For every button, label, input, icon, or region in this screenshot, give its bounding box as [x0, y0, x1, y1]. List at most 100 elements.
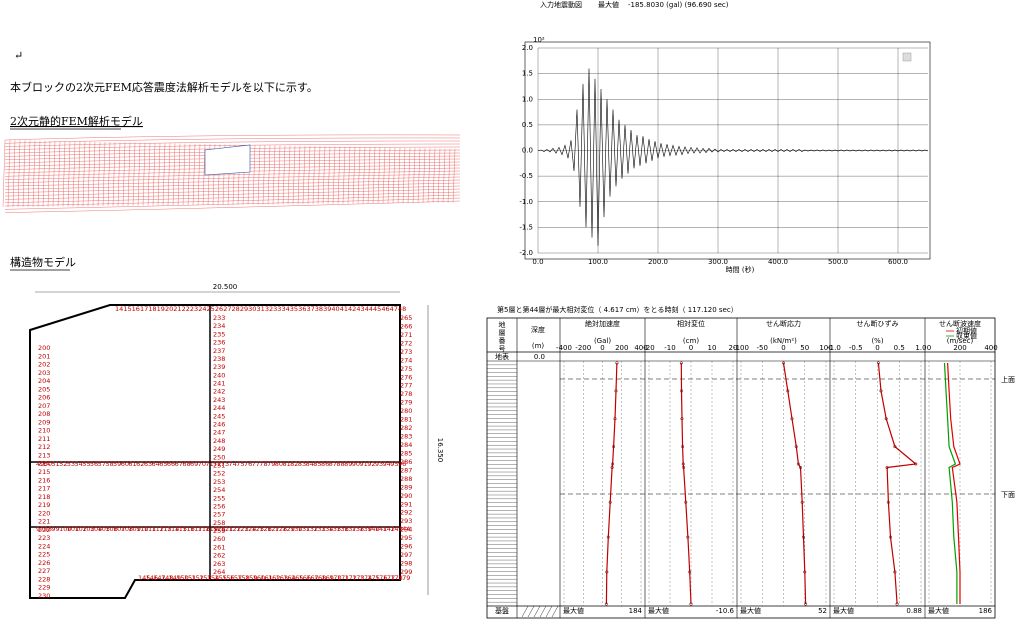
node-label: 150	[176, 574, 188, 582]
profile-point	[604, 602, 608, 606]
profile-point	[914, 462, 918, 466]
waveform-chart: 入力地震動図 最大値 -185.8030 (gal) (96.690 sec) …	[519, 0, 931, 274]
mesh-line	[192, 143, 196, 206]
node-label: 78	[259, 460, 267, 468]
node-label: 31	[257, 305, 265, 313]
node-label: 59	[113, 460, 121, 468]
node-label: 227	[38, 567, 50, 575]
node-label: 79	[267, 460, 275, 468]
profile-point	[680, 389, 684, 393]
node-label: 261	[213, 543, 225, 551]
panel-unit: (%)	[871, 337, 883, 345]
max-value: 0.88	[906, 607, 922, 615]
node-label: 171	[337, 574, 349, 582]
profile-chart: 第5層と第44層が最大相対変位（ 4.617 cm）をとる時刻（ 117.120…	[486, 305, 1015, 619]
mesh-line	[262, 145, 266, 205]
node-label: 223	[38, 534, 50, 542]
node-label: 210	[38, 427, 50, 435]
node-label: 116	[182, 525, 194, 533]
node-label: 147	[153, 574, 165, 582]
node-label: 58	[105, 460, 113, 468]
dimension-label: 20.500	[213, 283, 238, 291]
mesh-line	[432, 148, 436, 203]
max-value: -10.6	[716, 607, 735, 615]
node-label: 71	[205, 460, 213, 468]
node-label: 106	[105, 525, 117, 533]
node-label: 49	[36, 460, 44, 468]
mesh-line	[402, 147, 406, 204]
mesh-line	[57, 141, 61, 207]
node-label: 167	[306, 574, 318, 582]
mesh-line	[27, 140, 31, 207]
y-tick-label: 0.0	[522, 147, 533, 155]
node-label: 104	[90, 525, 102, 533]
node-label: 130	[290, 525, 302, 533]
profile-point	[611, 462, 615, 466]
mesh-line	[252, 144, 256, 205]
profile-point	[800, 500, 804, 504]
node-label: 243	[213, 396, 225, 404]
surface-depth: 0.0	[534, 353, 545, 361]
max-label: 最大値	[833, 606, 854, 615]
mesh-line	[37, 140, 41, 207]
node-label: 101	[67, 525, 79, 533]
base-label: 基盤	[495, 606, 509, 615]
mesh-line	[4, 188, 461, 200]
node-label: 127	[267, 525, 279, 533]
profile-point	[895, 602, 899, 606]
node-label: 273	[400, 348, 412, 356]
profile-point	[613, 417, 617, 421]
mesh-line	[4, 140, 461, 147]
node-label: 233	[213, 314, 225, 322]
max-label: 最大値	[598, 0, 619, 9]
node-label: 253	[213, 478, 225, 486]
mesh-line	[22, 140, 26, 207]
profile-point	[885, 465, 889, 470]
node-label: 266	[400, 322, 412, 330]
mesh-line	[82, 141, 86, 207]
x-tick-label: 400	[984, 344, 997, 352]
node-label: 293	[400, 517, 412, 525]
node-label: 172	[344, 574, 356, 582]
mesh-line	[92, 141, 96, 207]
node-label: 214	[38, 460, 50, 468]
surface-label: 地表	[495, 352, 509, 361]
profile-point	[606, 535, 610, 539]
node-label: 159	[245, 574, 257, 582]
node-label: 77	[252, 460, 260, 468]
hatch	[521, 605, 529, 618]
hatch	[551, 605, 559, 618]
panel-unit: (cm)	[683, 337, 699, 345]
profile-point	[801, 535, 806, 539]
x-tick-label: 100.0	[588, 258, 608, 266]
column-header: 地層番号	[499, 320, 506, 353]
node-label: 298	[400, 560, 412, 568]
mesh-line	[177, 143, 181, 206]
profile-point	[681, 462, 685, 466]
profile-point	[684, 500, 688, 504]
node-label: 98	[44, 525, 52, 533]
x-tick-label: 400.0	[768, 258, 788, 266]
node-label: 272	[400, 339, 412, 347]
node-label: 19	[157, 305, 165, 313]
mesh-line	[4, 185, 461, 197]
node-label: 284	[400, 441, 412, 449]
node-label: 201	[38, 352, 50, 360]
mesh-line	[347, 146, 351, 204]
node-label: 161	[260, 574, 272, 582]
node-label: 203	[38, 369, 50, 377]
node-label: 205	[38, 385, 50, 393]
mesh-line	[152, 142, 156, 206]
node-label: 37	[306, 305, 314, 313]
node-label: 153	[199, 574, 211, 582]
mesh-line	[437, 148, 441, 203]
node-label: 74	[229, 460, 237, 468]
mesh-line	[4, 182, 461, 193]
node-label: 222	[38, 526, 50, 534]
mesh-line	[2, 139, 6, 208]
x-tick-label: -100	[733, 344, 749, 352]
panel-unit: (kN/m²)	[770, 337, 797, 345]
max-value: 186	[979, 607, 993, 615]
node-label: 285	[400, 449, 412, 457]
